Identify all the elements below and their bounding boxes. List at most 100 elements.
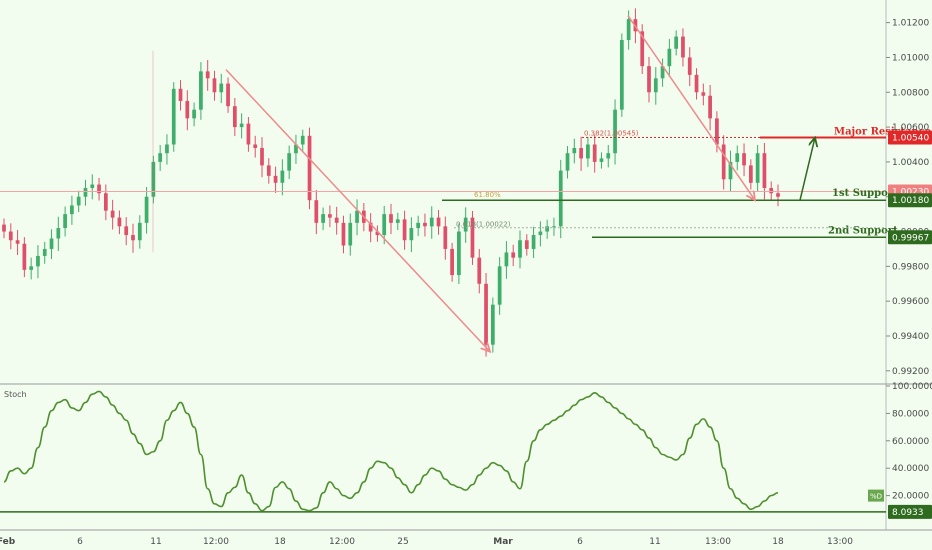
candle-body[interactable] — [409, 228, 414, 241]
candle-body[interactable] — [348, 222, 353, 246]
candle-body[interactable] — [219, 83, 224, 93]
candle-body[interactable] — [171, 88, 176, 145]
candle-body[interactable] — [416, 222, 421, 229]
candle-body[interactable] — [110, 210, 115, 218]
candle-body[interactable] — [205, 71, 210, 79]
candle-body[interactable] — [266, 165, 271, 176]
candle-body[interactable] — [599, 158, 604, 162]
candle-body[interactable] — [137, 222, 142, 241]
candle-body[interactable] — [402, 219, 407, 241]
candle-body[interactable] — [484, 283, 488, 345]
candle-body[interactable] — [389, 214, 393, 223]
candle-body[interactable] — [76, 196, 81, 206]
candle-body[interactable] — [755, 153, 760, 183]
candle-body[interactable] — [246, 123, 251, 145]
candle-body[interactable] — [307, 135, 312, 201]
candle-body[interactable] — [708, 95, 712, 119]
candle-body[interactable] — [457, 231, 461, 276]
candle-body[interactable] — [701, 92, 706, 96]
candle-body[interactable] — [647, 66, 651, 93]
candle-body[interactable] — [572, 147, 577, 154]
candle-body[interactable] — [341, 222, 346, 246]
candle-body[interactable] — [375, 231, 380, 236]
candle-body[interactable] — [287, 153, 292, 171]
candle-body[interactable] — [762, 153, 767, 189]
time-axis[interactable]: Feb 6 11 12:00 18 12:00 25 Mar 6 11 13:00 18 13:00 — [0, 537, 853, 547]
candle-body[interactable] — [586, 144, 590, 159]
candle-body[interactable] — [124, 226, 129, 236]
candle-body[interactable] — [450, 248, 454, 276]
stoch-d-line[interactable] — [3, 390, 779, 512]
candle-body[interactable] — [694, 74, 699, 93]
candle-body[interactable] — [212, 78, 217, 93]
candle-body[interactable] — [199, 71, 203, 110]
candle-body[interactable] — [721, 144, 726, 180]
candle-body[interactable] — [226, 83, 230, 107]
candle-body[interactable] — [769, 188, 774, 194]
candle-body[interactable] — [538, 231, 543, 236]
candle-body[interactable] — [545, 226, 550, 232]
candle-body[interactable] — [511, 252, 516, 258]
candle-body[interactable] — [49, 238, 54, 249]
candle-body[interactable] — [395, 219, 400, 223]
candle-body[interactable] — [90, 184, 95, 189]
candle-body[interactable] — [565, 153, 570, 171]
candle-body[interactable] — [185, 100, 190, 119]
candle-body[interactable] — [606, 153, 611, 159]
candle-body[interactable] — [273, 175, 278, 183]
candle-body[interactable] — [178, 88, 183, 101]
candle-body[interactable] — [443, 226, 448, 249]
candle-body[interactable] — [653, 78, 658, 93]
candle-body[interactable] — [42, 248, 47, 256]
stoch-series-tag[interactable] — [868, 489, 884, 502]
candle-body[interactable] — [748, 165, 753, 183]
candle-body[interactable] — [83, 188, 88, 197]
candle-body[interactable] — [63, 214, 67, 229]
candle-body[interactable] — [423, 222, 427, 227]
candle-body[interactable] — [518, 240, 522, 258]
candle-body[interactable] — [640, 31, 645, 67]
candle-body[interactable] — [280, 170, 285, 183]
downtrend-arrow-2[interactable] — [627, 15, 755, 201]
candle-body[interactable] — [429, 217, 434, 227]
candle-body[interactable] — [463, 217, 468, 232]
downtrend-arrow-1[interactable] — [225, 69, 490, 352]
candle-body[interactable] — [334, 217, 339, 223]
candle-body[interactable] — [29, 266, 34, 270]
candle-body[interactable] — [97, 184, 101, 194]
candle-body[interactable] — [144, 196, 149, 223]
candlestick-series[interactable] — [2, 8, 780, 357]
candle-body[interactable] — [436, 217, 441, 227]
candle-body[interactable] — [117, 217, 122, 227]
candle-body[interactable] — [742, 153, 746, 166]
candle-body[interactable] — [355, 210, 359, 223]
candle-body[interactable] — [294, 144, 298, 154]
candle-body[interactable] — [531, 235, 536, 249]
candle-body[interactable] — [368, 222, 373, 232]
candle-body[interactable] — [253, 144, 258, 148]
candle-body[interactable] — [2, 224, 6, 232]
candle-body[interactable] — [314, 200, 319, 223]
candle-body[interactable] — [382, 214, 387, 236]
candle-body[interactable] — [56, 228, 61, 239]
candle-body[interactable] — [490, 304, 495, 345]
candle-body[interactable] — [552, 226, 556, 228]
price-axis[interactable]: 1.01200 1.01000 1.00800 1.00600 1.00400 1.002… — [886, 19, 932, 519]
candle-body[interactable] — [158, 153, 163, 162]
candle-body[interactable] — [626, 19, 631, 41]
candle-body[interactable] — [321, 214, 325, 223]
candle-body[interactable] — [497, 266, 502, 305]
candle-body[interactable] — [776, 193, 780, 197]
candle-body[interactable] — [674, 36, 679, 49]
candle-body[interactable] — [192, 109, 196, 119]
candle-body[interactable] — [15, 240, 20, 244]
candle-body[interactable] — [300, 135, 305, 145]
candle-body[interactable] — [22, 243, 27, 270]
price-tag[interactable] — [888, 130, 932, 145]
candle-body[interactable] — [592, 144, 597, 162]
candle-body[interactable] — [328, 214, 332, 218]
candle-body[interactable] — [558, 170, 563, 227]
candle-body[interactable] — [8, 231, 13, 241]
